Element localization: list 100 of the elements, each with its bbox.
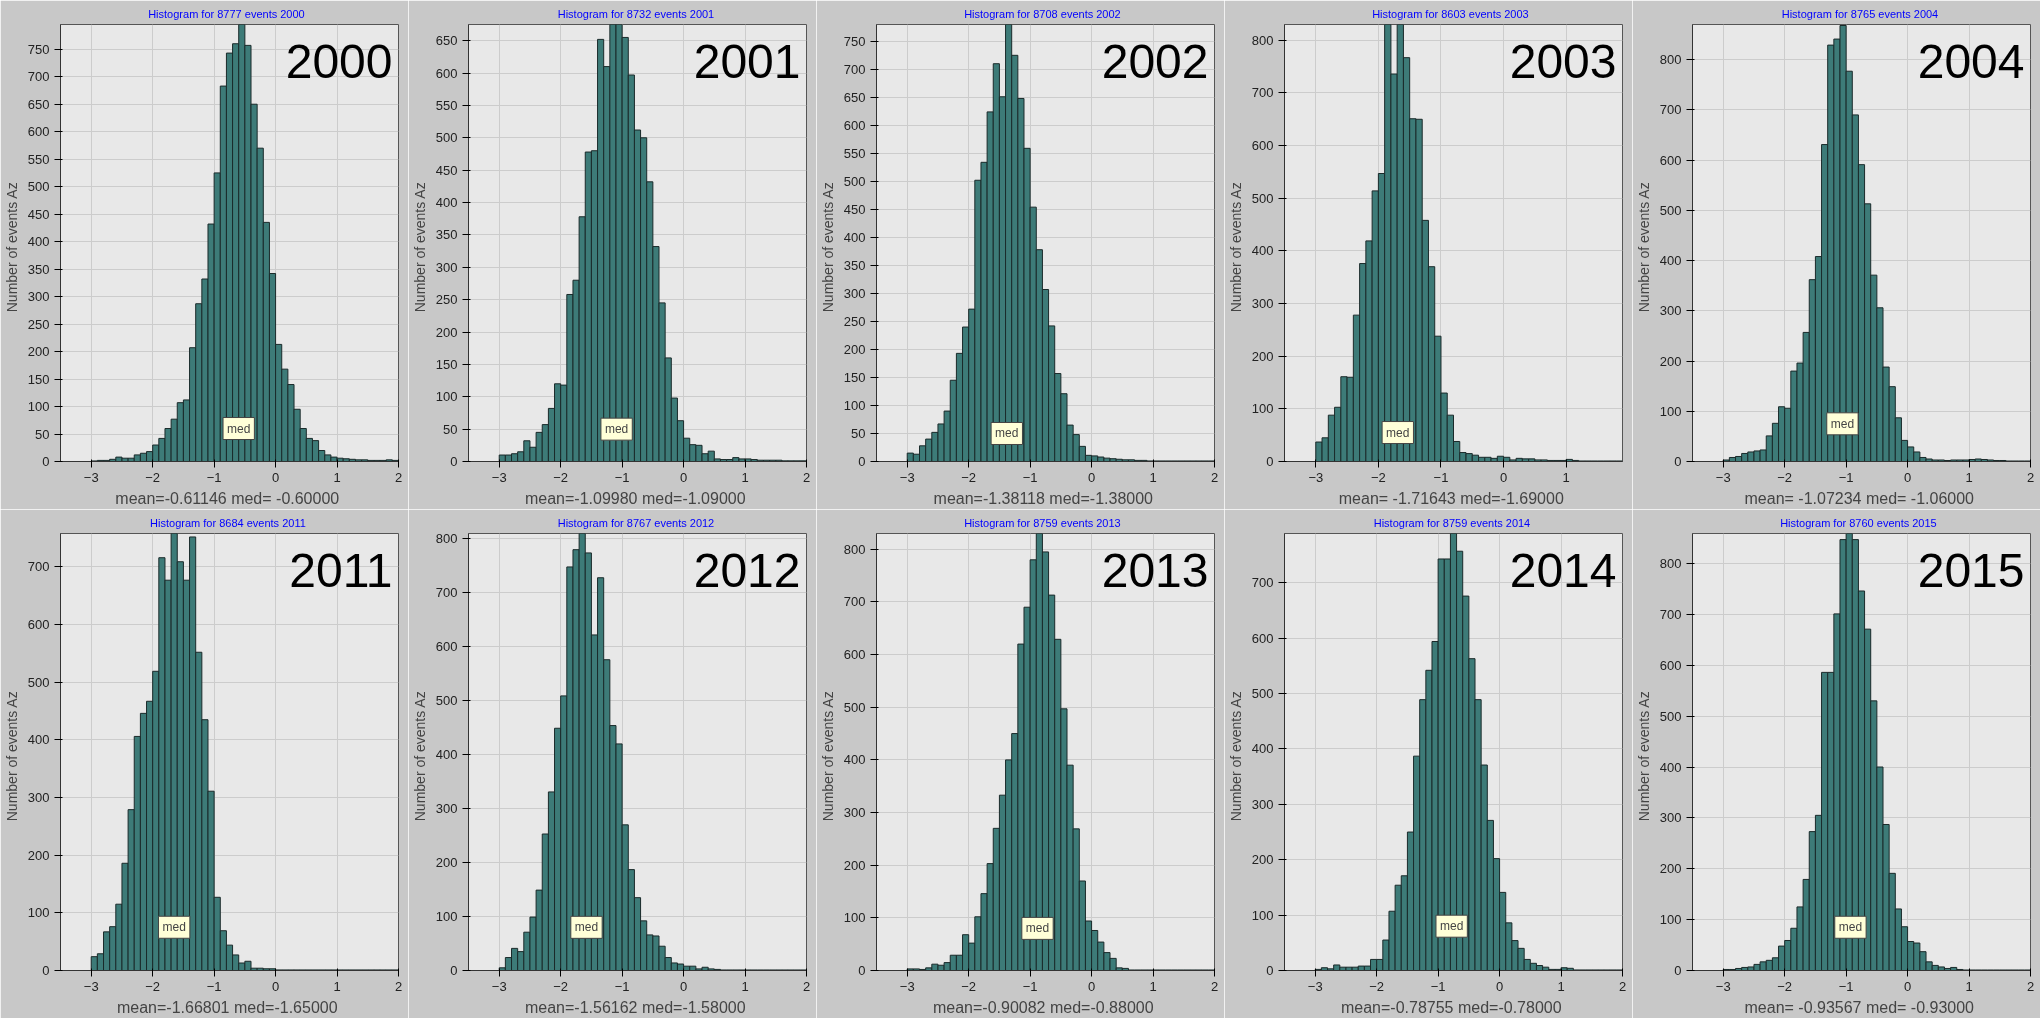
chart-title: Histogram for 8760 events 2015: [1780, 516, 1937, 529]
y-tick-label: 800: [435, 531, 458, 547]
chart-title: Histogram for 8759 events 2014: [1373, 516, 1531, 529]
y-tick-label: 600: [1659, 152, 1682, 168]
x-tick-label: 2: [1618, 978, 1627, 994]
y-tick-label: 800: [1659, 556, 1682, 572]
x-tick-label: 0: [271, 978, 280, 994]
y-tick-label: 0: [1266, 454, 1274, 469]
x-tick-label: −2: [1777, 978, 1793, 994]
y-tick-label: 600: [1251, 630, 1274, 646]
annotation: 2014: [1509, 543, 1617, 597]
annotation: 2002: [1101, 34, 1209, 88]
y-tick-label: 100: [27, 905, 50, 921]
y-tick-label: 800: [1251, 32, 1274, 48]
x-tick-label: 2: [394, 469, 403, 485]
x-tick-label: 2: [2026, 469, 2035, 485]
y-tick-label: 250: [843, 313, 866, 329]
y-tick-label: 750: [27, 41, 50, 57]
annotation: med: [1025, 921, 1050, 936]
x-tick-label: 1: [333, 469, 341, 485]
y-tick-label: 0: [450, 454, 458, 469]
annotation: med: [995, 426, 1019, 441]
y-tick-label: 700: [435, 585, 458, 601]
x-tick-label: −2: [553, 978, 569, 994]
y-tick-label: 400: [1251, 243, 1274, 259]
y-tick-label: 200: [843, 341, 866, 357]
y-tick-label: 400: [843, 229, 866, 245]
y-axis-title: Number of events Az: [819, 691, 836, 822]
x-tick-label: −3: [899, 978, 915, 994]
x-tick-label: 1: [1149, 469, 1157, 485]
y-axis-title: Number of events Az: [819, 182, 836, 313]
y-tick-label: 200: [1251, 852, 1274, 868]
x-tick-label: −1: [1022, 469, 1038, 485]
y-tick-label: 650: [435, 33, 458, 49]
y-tick-label: 700: [1659, 606, 1682, 622]
x-tick-label: −3: [491, 978, 507, 994]
y-tick-label: 300: [1659, 303, 1682, 319]
y-tick-label: 700: [1251, 85, 1274, 101]
y-tick-label: 200: [1659, 861, 1682, 877]
x-tick-label: −2: [1777, 469, 1793, 485]
x-tick-label: 2: [802, 978, 811, 994]
chart-title: Histogram for 8684 events 2011: [150, 516, 306, 529]
x-tick-label: −3: [83, 978, 99, 994]
x-tick-label: 2: [1210, 469, 1219, 485]
x-tick-label: −1: [206, 978, 222, 994]
annotation: med: [227, 421, 251, 436]
y-tick-label: 300: [27, 289, 50, 305]
x-tick-label: 0: [1495, 978, 1504, 994]
y-tick-label: 0: [858, 963, 866, 978]
x-axis-title: mean=-1.38118 med=-1.38000: [933, 489, 1154, 507]
y-tick-label: 200: [27, 344, 50, 360]
annotation: 2011: [289, 543, 393, 597]
chart-title: Histogram for 8777 events 2000: [148, 7, 305, 20]
y-tick-label: 400: [435, 195, 458, 211]
y-tick-label: 500: [27, 179, 50, 195]
y-tick-label: 300: [27, 790, 50, 806]
y-tick-label: 450: [27, 206, 50, 222]
y-tick-label: 200: [27, 847, 50, 863]
x-tick-label: 1: [741, 978, 749, 994]
y-tick-label: 650: [27, 96, 50, 112]
y-tick-label: 150: [843, 369, 866, 385]
y-axis-title: Number of events Az: [1635, 691, 1652, 822]
y-tick-label: 500: [1251, 686, 1274, 702]
x-tick-label: −1: [1433, 469, 1449, 485]
y-tick-label: 600: [27, 617, 50, 633]
y-tick-label: 0: [42, 963, 50, 978]
y-tick-label: 400: [1251, 741, 1274, 757]
y-tick-label: 450: [435, 162, 458, 178]
y-tick-label: 350: [843, 257, 866, 273]
x-tick-label: 0: [1087, 469, 1096, 485]
y-tick-label: 300: [843, 805, 866, 821]
annotation: med: [162, 920, 186, 935]
x-axis-title: mean=-0.78755 med=-0.78000: [1340, 998, 1562, 1016]
y-tick-label: 700: [27, 69, 50, 85]
y-tick-label: 450: [843, 201, 866, 217]
annotation: med: [574, 920, 599, 935]
y-tick-label: 50: [443, 421, 458, 437]
x-axis-title: mean=-0.61146 med= -0.60000: [115, 489, 340, 507]
y-tick-label: 500: [843, 699, 866, 715]
y-tick-label: 300: [1251, 296, 1274, 312]
y-tick-label: 100: [1659, 403, 1682, 419]
y-tick-label: 300: [1659, 810, 1682, 826]
y-tick-label: 0: [1674, 454, 1682, 469]
x-tick-label: −3: [491, 469, 507, 485]
x-tick-label: −1: [614, 978, 630, 994]
x-tick-label: 1: [1965, 978, 1973, 994]
y-tick-label: 700: [1251, 575, 1274, 591]
x-tick-label: −2: [961, 978, 977, 994]
y-tick-label: 100: [843, 910, 866, 926]
chart-title: Histogram for 8708 events 2002: [964, 7, 1121, 20]
y-tick-label: 250: [27, 316, 50, 332]
y-tick-label: 100: [435, 389, 458, 405]
y-tick-label: 500: [435, 130, 458, 146]
y-tick-label: 50: [35, 426, 50, 442]
x-tick-label: −1: [206, 469, 222, 485]
y-tick-label: 600: [1251, 138, 1274, 154]
y-tick-label: 0: [42, 454, 50, 469]
annotation: med: [1838, 920, 1863, 935]
y-tick-label: 100: [843, 397, 866, 413]
chart-title: Histogram for 8759 events 2013: [964, 516, 1121, 529]
